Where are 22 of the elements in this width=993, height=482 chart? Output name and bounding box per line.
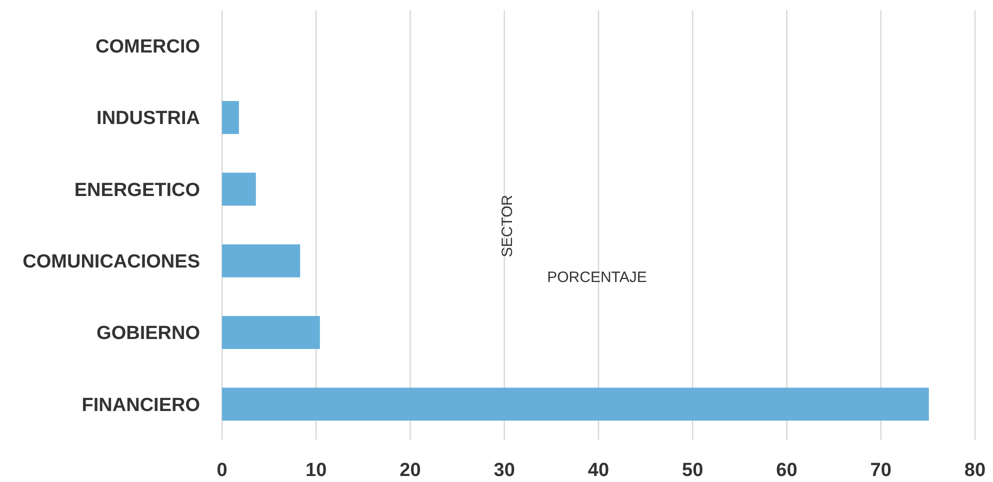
bar: [222, 172, 256, 206]
x-tick-label: 0: [216, 460, 228, 481]
x-tick-label: 70: [870, 460, 892, 481]
bar: [222, 316, 320, 349]
y-tick-label: COMERCIO: [96, 36, 200, 58]
bar: [222, 244, 300, 278]
y-tick-label: INDUSTRIA: [96, 108, 200, 130]
x-tick-label: 10: [306, 460, 327, 481]
x-tick-label: 20: [400, 460, 421, 481]
y-axis-title: SECTOR: [499, 194, 516, 258]
y-tick-label: ENERGETICO: [74, 180, 200, 201]
bar: [222, 388, 929, 421]
x-axis-title: PORCENTAJE: [547, 269, 647, 286]
y-tick-label: GOBIERNO: [96, 323, 200, 344]
y-tick-label: FINANCIERO: [82, 394, 200, 416]
x-tick-label: 50: [682, 460, 704, 481]
x-tick-label: 30: [494, 460, 515, 481]
y-tick-label: COMUNICACIONES: [22, 251, 200, 272]
x-tick-label: 60: [776, 460, 798, 481]
x-tick-label: 40: [588, 460, 610, 481]
bar: [222, 101, 239, 134]
x-tick-label: 80: [964, 460, 986, 481]
